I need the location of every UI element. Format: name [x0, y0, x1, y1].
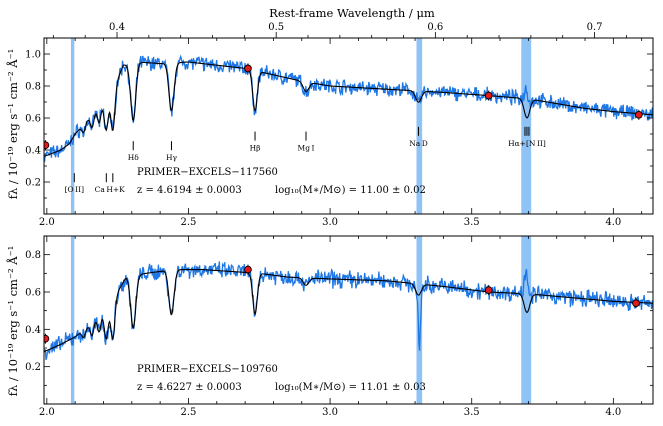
panel-bottom-mask-band-2 — [521, 236, 532, 404]
panel-top: [O II] Ca H+K Hδ Hγ Hβ Mg I Na D Hα+[N II] 2.0 2.… — [6, 37, 654, 228]
panel-top-photometry-point-1 — [244, 64, 252, 73]
panel-top-line-label-7: Hα+[N II] — [508, 139, 546, 148]
top-axis-tick-label-3: 0.7 — [587, 22, 603, 33]
panel-bottom-mass: log₁₀(M∗/M⊙) = 11.01 ± 0.03 — [275, 382, 426, 393]
panel-top-observed-spectrum — [44, 54, 653, 163]
top-axis-tick-label-2: 0.6 — [427, 22, 443, 33]
panel-top-mask-band-1 — [416, 38, 423, 214]
panel-top-line-label-2: Hδ — [128, 153, 140, 162]
panel-top-object-name: PRIMER−EXCELS−117560 — [137, 167, 278, 178]
panel-top-frame — [43, 37, 654, 215]
top-axis-tick-label-0: 0.4 — [109, 22, 125, 33]
panel-bottom-ytick-label-0: 0.2 — [25, 362, 41, 373]
panel-top-xtick-label-1: 2.5 — [181, 217, 197, 228]
panel-bottom-xtick-label-0: 2.0 — [39, 407, 55, 418]
panel-top-line-label-4: Hβ — [250, 144, 261, 153]
panel-top-redshift: z = 4.6194 ± 0.0003 — [137, 185, 242, 196]
panel-top-plot: [O II] Ca H+K Hδ Hγ Hβ Mg I Na D Hα+[N II] 2.0 2.… — [25, 37, 654, 228]
panel-top-photometry-point-0 — [44, 141, 50, 150]
panel-top-photometry-point-3 — [634, 110, 643, 119]
panel-top-xtick-label-2: 3.0 — [322, 217, 338, 228]
panel-bottom-frame — [43, 235, 654, 405]
panel-bottom-xtick-label-2: 3.0 — [322, 407, 338, 418]
panel-top-line-label-1: Ca H+K — [95, 185, 126, 194]
panel-top-mask-band-2 — [521, 38, 532, 214]
panel-bottom-mask-band-0 — [70, 236, 75, 404]
panel-bottom-photometry-point-0 — [44, 334, 50, 343]
panel-bottom-xtick-label-1: 2.5 — [181, 407, 197, 418]
panel-top-line-label-3: Hγ — [166, 153, 178, 162]
panel-top-xtick-label-0: 2.0 — [39, 217, 55, 228]
panel-bottom-ytick-label-2: 0.6 — [25, 288, 41, 299]
panel-top-line-label-0: [O II] — [65, 185, 84, 194]
panel-top-model-spectrum — [44, 61, 653, 157]
top-axis-label: Rest-frame Wavelength / μm — [269, 6, 435, 20]
panel-bottom-photometry-point-3 — [632, 299, 640, 308]
panel-bottom-photometry-point-1 — [244, 265, 252, 274]
panel-top-mass: log₁₀(M∗/M⊙) = 11.00 ± 0.02 — [275, 185, 426, 196]
panel-top-line-label-6: Na D — [409, 139, 428, 148]
panel-top-xtick-label-4: 4.0 — [605, 217, 621, 228]
panel-top-ytick-label-2: 0.6 — [25, 114, 41, 125]
panel-bottom-xtick-label-3: 3.5 — [464, 407, 480, 418]
panel-bottom-observed-spectrum — [44, 261, 653, 360]
top-axis-ticks: 0.4 0.5 0.6 0.7 — [52, 22, 627, 38]
panel-top-mask-band-0 — [70, 38, 75, 214]
panel-top-ytick-label-0: 0.2 — [25, 178, 41, 189]
panel-bottom-xtick-label-4: 4.0 — [605, 407, 621, 418]
panel-top-ytick-label-3: 0.8 — [25, 82, 41, 93]
panel-bottom-ytick-label-1: 0.4 — [25, 325, 41, 336]
panel-top-xtick-label-3: 3.5 — [464, 217, 480, 228]
panel-bottom-photometry-point-2 — [484, 286, 493, 294]
panel-top-line-label-5: Mg I — [298, 144, 315, 153]
panel-top-ytick-label-4: 1.0 — [25, 50, 41, 61]
top-axis-tick-label-1: 0.5 — [268, 22, 284, 33]
panel-bottom-ytick-label-3: 0.8 — [25, 250, 41, 261]
panel-top-ylabel: fλ / 10⁻¹⁹ erg s⁻¹ cm⁻² Å⁻¹ — [6, 49, 20, 200]
panel-bottom-mask-band-1 — [416, 236, 423, 404]
panel-bottom-model-spectrum — [44, 269, 653, 353]
panel-bottom-plot: 2.0 2.5 3.0 3.5 4.0 0.2 0.4 0.6 0.8 — [25, 235, 654, 418]
panel-bottom-object-name: PRIMER−EXCELS−109760 — [137, 364, 278, 375]
panel-bottom-redshift: z = 4.6227 ± 0.0003 — [137, 382, 242, 393]
panel-top-ytick-label-1: 0.4 — [25, 146, 41, 157]
panel-top-photometry-point-2 — [484, 91, 493, 100]
panel-bottom-ylabel: fλ / 10⁻¹⁹ erg s⁻¹ cm⁻² Å⁻¹ — [6, 246, 20, 397]
panel-bottom: 2.0 2.5 3.0 3.5 4.0 0.2 0.4 0.6 0.8 fλ / 10⁻¹⁹ e… — [6, 235, 654, 418]
